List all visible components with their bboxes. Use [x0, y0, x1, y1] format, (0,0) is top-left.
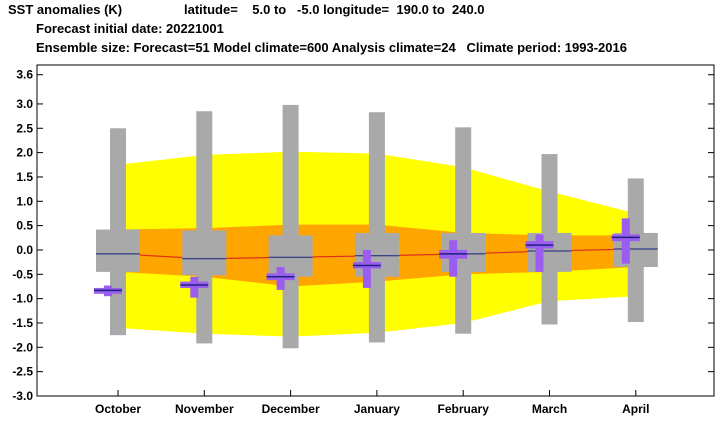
forecast-boxes — [94, 218, 640, 298]
y-tick-label: 1.5 — [16, 170, 33, 184]
x-tick-label: October — [95, 402, 141, 416]
model-climate-box — [527, 232, 572, 272]
y-tick-label: -2.0 — [12, 340, 33, 354]
model-climate-box — [96, 229, 140, 272]
x-tick-label: December — [262, 402, 320, 416]
region-coordinates: latitude= 5.0 to -5.0 longitude= 190.0 t… — [184, 2, 485, 17]
forecast-initial-date: Forecast initial date: 20221001 — [36, 21, 224, 36]
y-tick-label: 1.0 — [16, 194, 33, 208]
y-tick-label: 3.0 — [16, 97, 33, 111]
y-tick-label: 0.5 — [16, 219, 33, 233]
model-climate-box — [354, 232, 399, 277]
model-climate-whisker — [455, 127, 472, 334]
y-tick-label: -3.0 — [12, 389, 33, 403]
x-tick-label: February — [438, 402, 490, 416]
model-climate-whisker — [196, 111, 213, 344]
y-tick-label: -1.0 — [12, 292, 33, 306]
forecast-whisker — [362, 249, 371, 288]
axes: 3.6 3.0 2.5 2.0 1.5 1.0 0.5 0.0 -0.5 -1.0 -1.5 -2.0… — [12, 64, 715, 416]
y-tick-label: 2.0 — [16, 146, 33, 160]
y-tick-label: 0.0 — [16, 243, 33, 257]
model-climate-whisker — [368, 112, 385, 343]
model-climate-whisker — [282, 104, 299, 349]
forecast-whisker — [535, 234, 544, 272]
plot-frame — [36, 64, 715, 397]
model-climate-boxes — [96, 104, 658, 349]
x-tick-label: April — [622, 402, 649, 416]
x-tick-label: January — [354, 402, 400, 416]
chart-title: SST anomalies (K) — [8, 2, 123, 17]
ensemble-info: Ensemble size: Forecast=51 Model climate… — [36, 40, 627, 55]
x-tick-label: November — [175, 402, 234, 416]
y-tick-label: -1.5 — [12, 316, 33, 330]
model-climate-box — [182, 230, 227, 276]
y-tick-label: -2.5 — [12, 365, 33, 379]
y-tick-label: 2.5 — [16, 121, 33, 135]
y-tick-label: -0.5 — [12, 267, 33, 281]
x-tick-label: March — [532, 402, 567, 416]
model-climate-box — [268, 235, 313, 277]
y-tick-label: 3.6 — [16, 68, 33, 82]
